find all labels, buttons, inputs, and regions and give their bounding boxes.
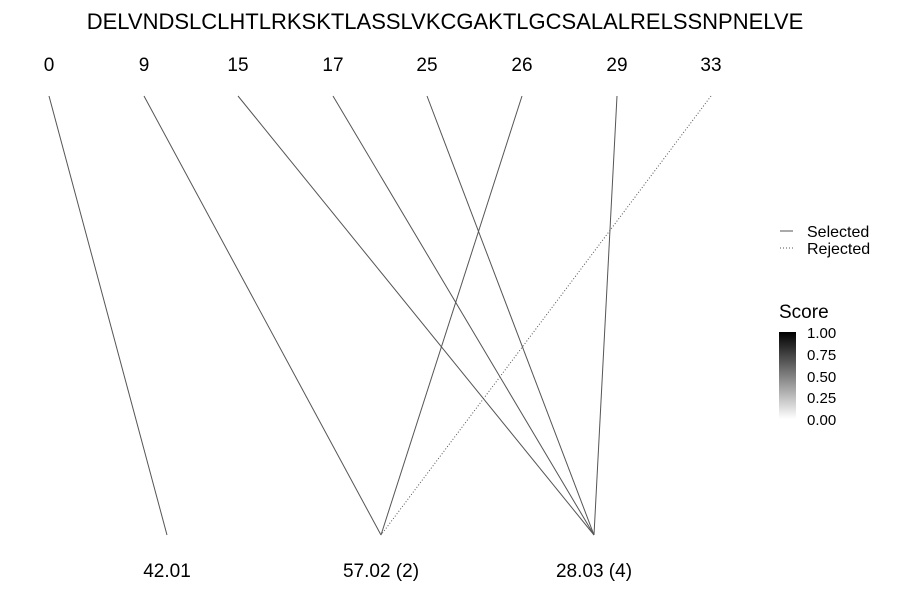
selected-link-line [380, 95, 523, 536]
score-tick-label: 0.75 [807, 347, 836, 364]
top-position-label: 25 [416, 55, 437, 76]
selected-link-line [593, 95, 618, 536]
score-tick-label: 0.50 [807, 369, 836, 386]
top-position-label: 15 [227, 55, 248, 76]
top-position-label: 17 [322, 55, 343, 76]
link-lines [48, 95, 712, 536]
top-position-labels: 0 9 15 17 25 26 29 33 [44, 55, 722, 76]
score-tick-label: 0.00 [807, 412, 836, 429]
selected-legend-label: Selected [807, 224, 869, 241]
bottom-label: 42.01 [143, 561, 191, 582]
selected-link-line [237, 95, 595, 536]
bottom-label: 28.03 (4) [556, 561, 632, 582]
selected-link-line [143, 95, 382, 536]
rejected-legend-label: Rejected [807, 241, 870, 258]
bottom-labels: 42.01 57.02 (2) 28.03 (4) [143, 561, 632, 582]
rejected-link-line [380, 95, 712, 536]
top-position-label: 0 [44, 55, 55, 76]
peptide-sequence: DELVNDSLCLHTLRKSKTLASSLVKCGAKTLGCSALALRE… [87, 9, 804, 34]
top-position-label: 33 [700, 55, 721, 76]
score-tick-label: 1.00 [807, 325, 836, 342]
score-legend-title: Score [779, 302, 829, 323]
top-position-label: 29 [606, 55, 627, 76]
top-position-label: 9 [139, 55, 150, 76]
score-legend: Score 1.00 0.75 0.50 0.25 0.00 [779, 302, 836, 429]
score-tick-label: 0.25 [807, 390, 836, 407]
selected-link-line [332, 95, 595, 536]
selected-link-line [48, 95, 168, 536]
line-type-legend: Selected Rejected [780, 224, 870, 258]
bottom-label: 57.02 (2) [343, 561, 419, 582]
score-colorbar [779, 332, 796, 419]
selected-link-line [426, 95, 595, 536]
top-position-label: 26 [511, 55, 532, 76]
